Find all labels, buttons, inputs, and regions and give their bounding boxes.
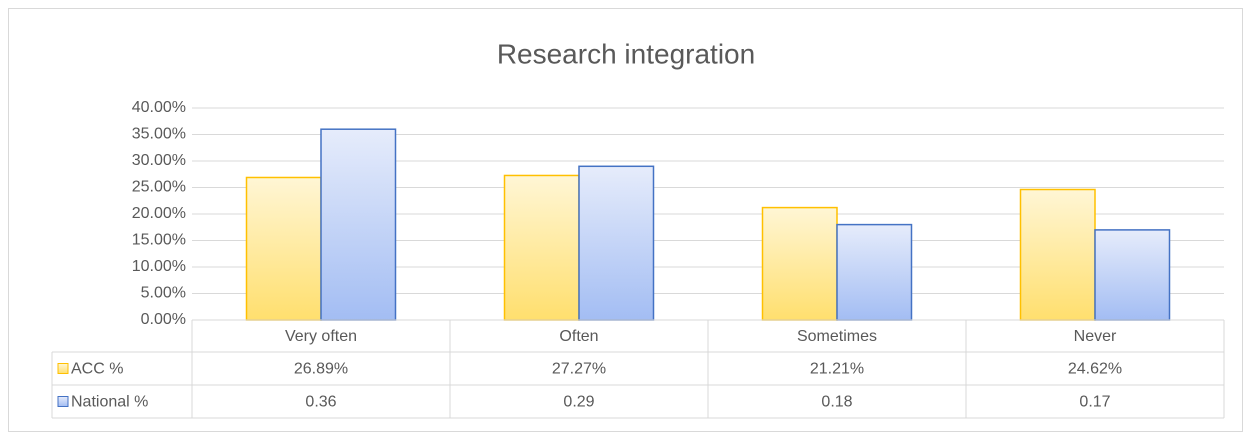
chart-title: Research integration bbox=[497, 38, 755, 69]
y-tick-label: 0.00% bbox=[141, 311, 186, 328]
y-tick-label: 35.00% bbox=[132, 126, 186, 143]
table-value: 27.27% bbox=[552, 361, 606, 378]
y-tick-label: 15.00% bbox=[132, 232, 186, 249]
bar bbox=[761, 206, 838, 321]
bar bbox=[503, 174, 580, 321]
table-value: 0.17 bbox=[1079, 394, 1110, 411]
bar bbox=[1019, 188, 1096, 321]
table-value: 0.36 bbox=[305, 394, 336, 411]
y-tick-label: 40.00% bbox=[132, 99, 186, 116]
y-tick-label: 25.00% bbox=[132, 179, 186, 196]
y-tick-label: 20.00% bbox=[132, 205, 186, 222]
table-value: 21.21% bbox=[810, 361, 864, 378]
legend-label: National % bbox=[71, 394, 148, 411]
table-value: 0.29 bbox=[563, 394, 594, 411]
table-value: 0.18 bbox=[821, 394, 852, 411]
x-tick-label: Never bbox=[1074, 328, 1117, 345]
y-tick-label: 5.00% bbox=[141, 285, 186, 302]
table-value: 26.89% bbox=[294, 361, 348, 378]
legend-key bbox=[57, 363, 69, 374]
bar bbox=[578, 165, 655, 321]
legend-key bbox=[57, 396, 69, 407]
y-tick-label: 30.00% bbox=[132, 152, 186, 169]
bar bbox=[245, 176, 322, 321]
x-tick-label: Often bbox=[559, 328, 598, 345]
x-tick-label: Very often bbox=[285, 328, 357, 345]
y-tick-label: 10.00% bbox=[132, 258, 186, 275]
bar bbox=[320, 128, 397, 321]
bar bbox=[836, 223, 913, 321]
table-value: 24.62% bbox=[1068, 361, 1122, 378]
x-tick-label: Sometimes bbox=[797, 328, 877, 345]
bar bbox=[1094, 229, 1171, 321]
legend-label: ACC % bbox=[71, 361, 123, 378]
